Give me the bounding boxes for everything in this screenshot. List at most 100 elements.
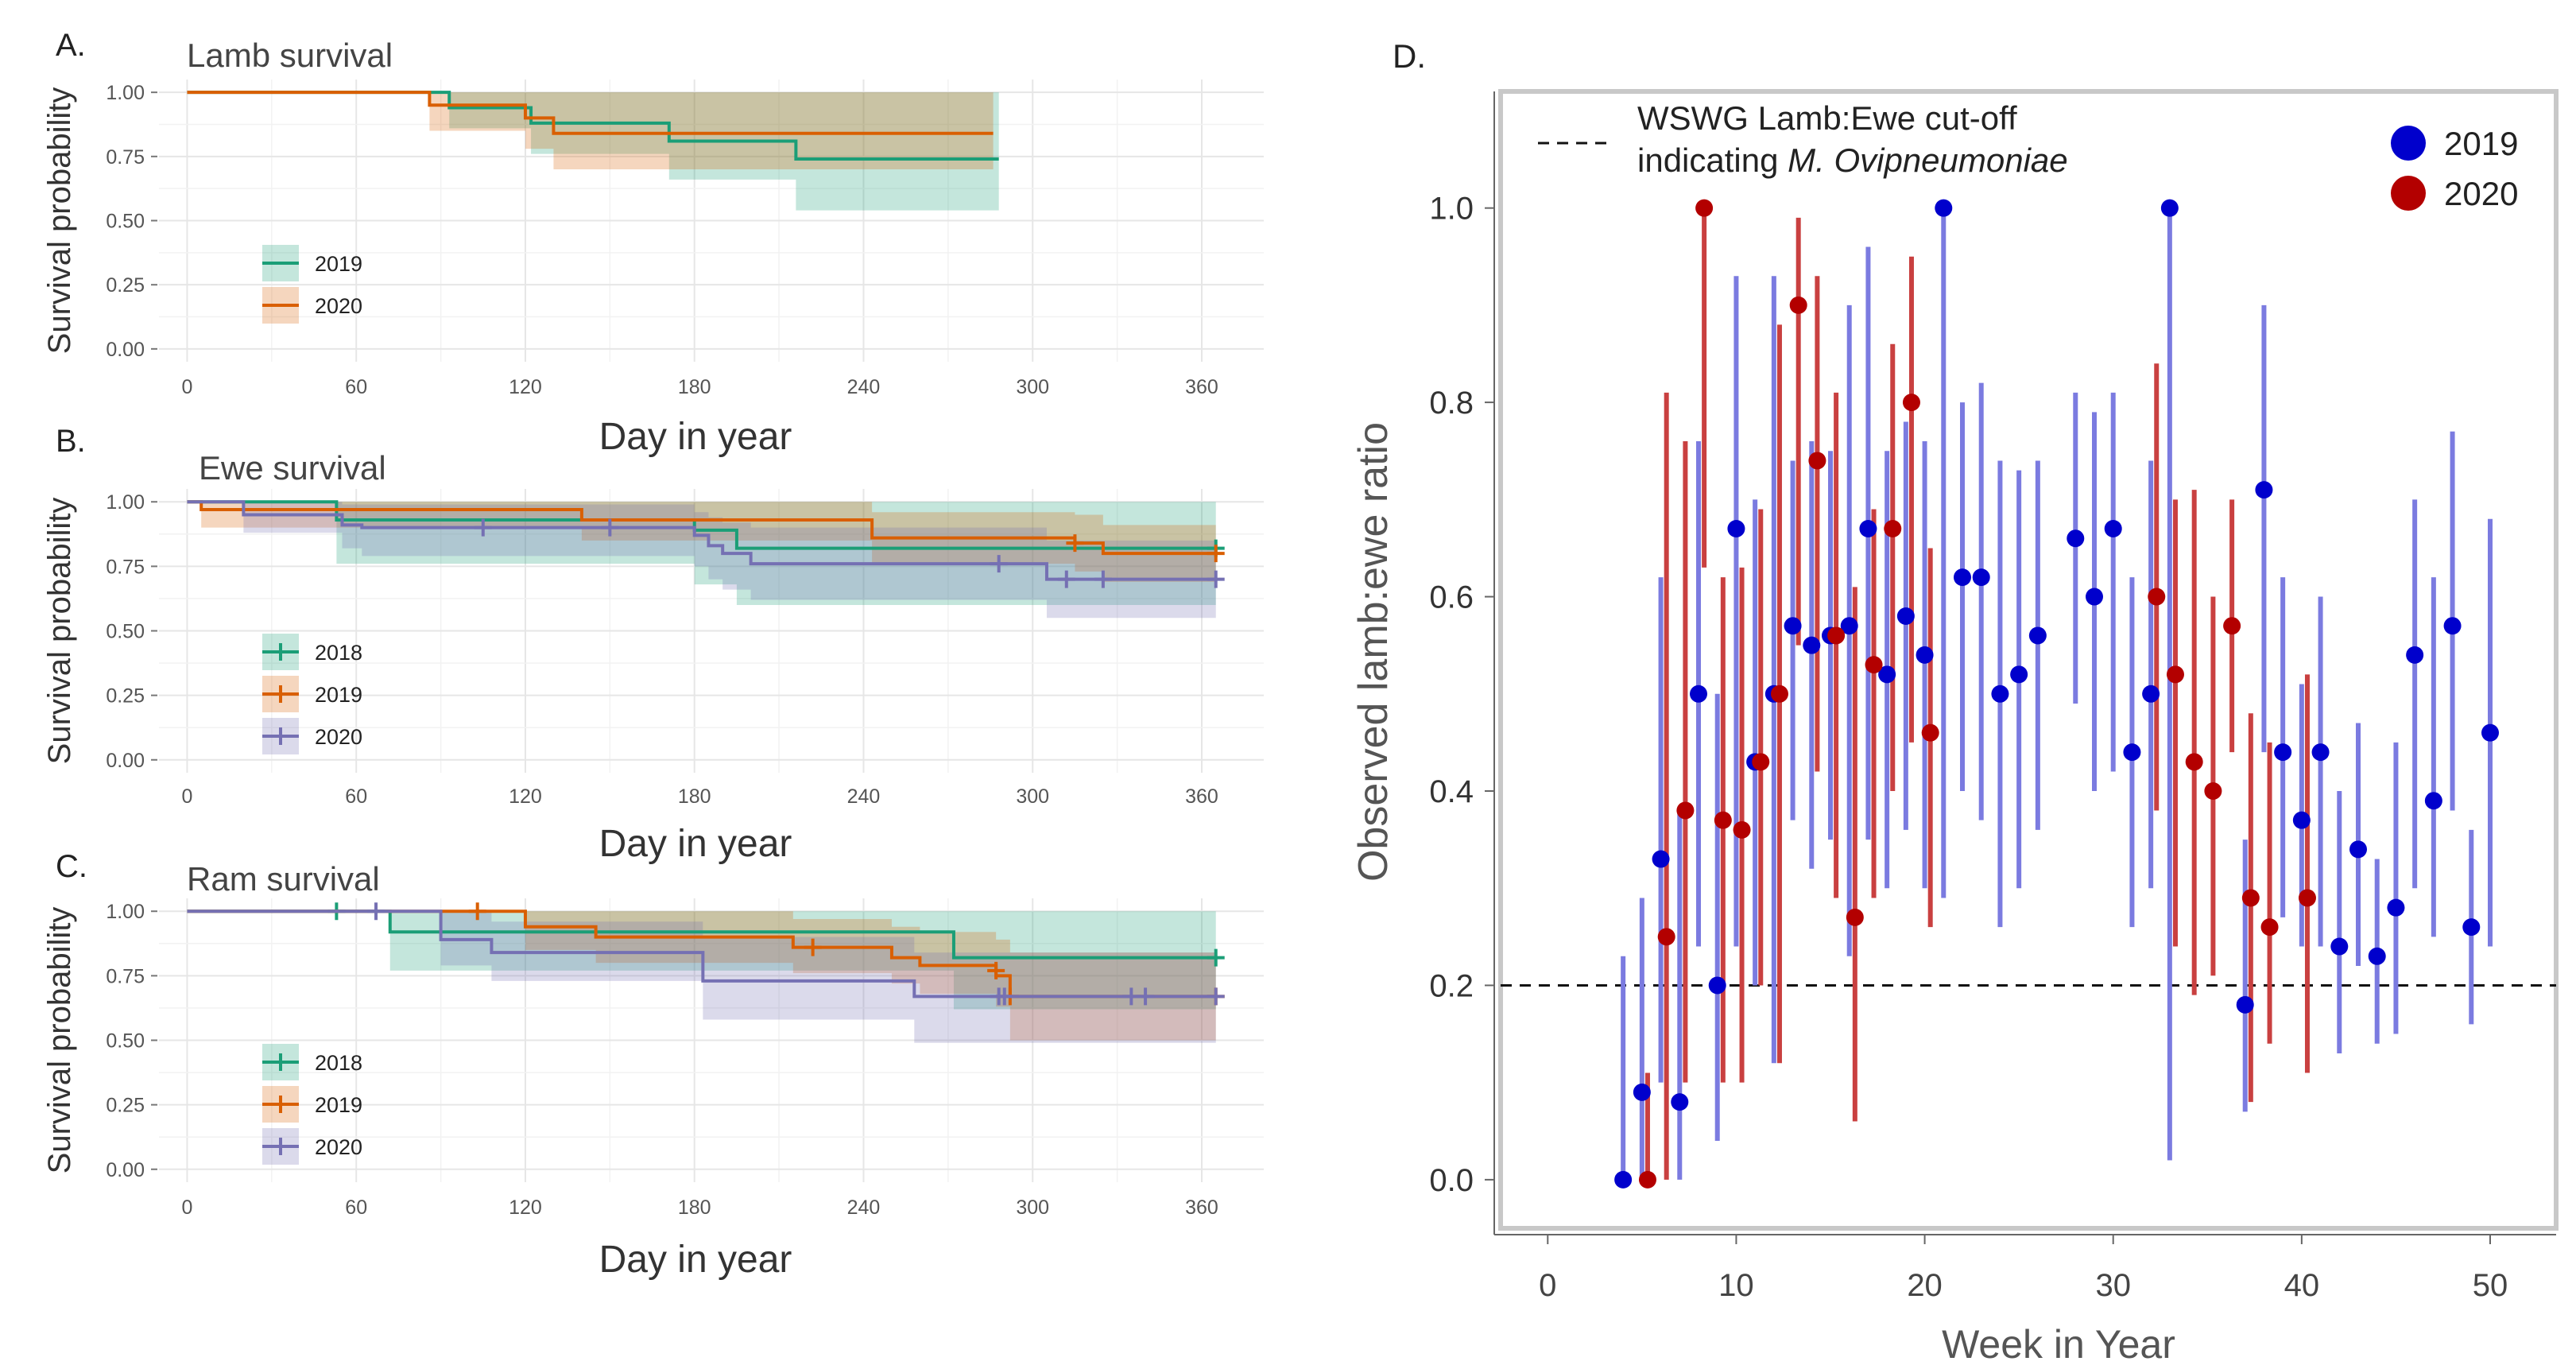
data-point-2019 bbox=[2292, 811, 2311, 829]
data-point-2019 bbox=[2028, 626, 2047, 645]
y-tick-label: 0.4 bbox=[1429, 774, 1474, 809]
data-point-2020 bbox=[1865, 656, 1883, 674]
x-tick-label: 300 bbox=[1016, 785, 1049, 808]
y-tick-label: 1.00 bbox=[106, 82, 145, 104]
legend-label-2019: 2019 bbox=[315, 252, 362, 276]
panel-a-label: A. bbox=[56, 28, 86, 63]
confidence-band-2020 bbox=[187, 92, 994, 169]
data-point-2019 bbox=[1878, 665, 1896, 684]
x-tick-label: 60 bbox=[345, 785, 367, 808]
y-axis-title: Survival probability bbox=[42, 498, 77, 765]
data-point-2019 bbox=[2104, 520, 2122, 537]
data-point-2019 bbox=[1840, 617, 1858, 635]
survival-curve-2020 bbox=[187, 91, 994, 135]
y-tick-label: 1.00 bbox=[106, 901, 145, 923]
x-tick-label: 0 bbox=[182, 376, 193, 398]
data-point-2019 bbox=[1652, 850, 1670, 868]
data-point-2019 bbox=[2311, 743, 2330, 762]
y-tick-label: 0.0 bbox=[1429, 1163, 1474, 1198]
panel-a: A. Lamb survival 0 60 120 180 240 300 3600.000… bbox=[42, 28, 1264, 458]
legend-label-2019: 2019 bbox=[315, 683, 362, 707]
x-tick-label: 30 bbox=[2095, 1268, 2131, 1303]
confidence-band-2020 bbox=[187, 502, 1216, 619]
x-tick-label: 0 bbox=[1539, 1268, 1556, 1303]
data-point-2020 bbox=[1770, 684, 1788, 703]
y-tick-label: 0.50 bbox=[106, 621, 145, 643]
censor-mark-2019 bbox=[804, 938, 822, 956]
data-point-2020 bbox=[1733, 820, 1751, 839]
y-axis-title: Observed lamb:ewe ratio bbox=[1350, 422, 1396, 882]
x-tick-label: 360 bbox=[1185, 785, 1218, 808]
data-point-2019 bbox=[2424, 792, 2442, 810]
y-tick-label: 0.25 bbox=[106, 685, 145, 708]
legend-cutoff-line2: indicating M. Ovipneumoniae bbox=[1637, 142, 2068, 179]
censor-mark-2020 bbox=[601, 518, 619, 537]
censor-mark-2020 bbox=[474, 518, 492, 537]
ram-survival-plot: 0 60 120 180 240 300 360 0.00 0.25 0.50 0.75 1.00 Da… bbox=[42, 898, 1264, 1281]
x-tick-label: 50 bbox=[2473, 1268, 2508, 1303]
panel-d-label: D. bbox=[1393, 37, 1426, 75]
data-point-2019 bbox=[1954, 568, 1971, 587]
x-tick-label: 360 bbox=[1185, 1196, 1218, 1219]
survival-curve-2020 bbox=[187, 909, 1216, 999]
legend-cutoff-indicating: indicating bbox=[1637, 142, 1788, 179]
legend-label-2018: 2018 bbox=[315, 1051, 362, 1075]
survival-curve-2019 bbox=[187, 500, 1216, 556]
x-tick-label: 360 bbox=[1185, 376, 1218, 398]
y-tick-label: 0.25 bbox=[106, 274, 145, 297]
data-point-2019 bbox=[2387, 898, 2405, 917]
x-tick-label: 60 bbox=[345, 376, 367, 398]
y-tick-label: 0.2 bbox=[1429, 968, 1474, 1003]
lamb-ewe-ratio-plot: 0 10 20 30 40 50 0.0 0.2 0.4 0.6 0.8 1.0 Week in Yea… bbox=[1350, 89, 2559, 1367]
x-axis-title: Week in Year bbox=[1942, 1322, 2175, 1367]
data-point-2019 bbox=[2274, 743, 2292, 762]
y-tick-label: 0.8 bbox=[1429, 386, 1474, 421]
censor-mark-2020 bbox=[1207, 570, 1225, 588]
censor-mark-2018 bbox=[1207, 948, 1225, 967]
legend-label-2020: 2020 bbox=[315, 725, 362, 749]
data-point-2020 bbox=[1846, 908, 1864, 926]
y-axis-title: Survival probability bbox=[42, 87, 77, 355]
survival-curve-2018 bbox=[187, 500, 1216, 550]
data-point-2020 bbox=[1808, 452, 1826, 470]
y-tick-label: 0.75 bbox=[106, 556, 145, 578]
x-tick-label: 120 bbox=[509, 1196, 542, 1219]
data-point-2020 bbox=[1921, 723, 1939, 742]
legend-cutoff-species: M. Ovipneumoniae bbox=[1788, 142, 2068, 179]
x-tick-label: 180 bbox=[678, 1196, 711, 1219]
data-point-2019 bbox=[1784, 617, 1802, 635]
data-point-2019 bbox=[2481, 723, 2499, 742]
data-point-2020 bbox=[2223, 617, 2241, 635]
panel-c: C. Ram survival 0 60 120 180 240 300 360 0.00 0.… bbox=[42, 849, 1264, 1281]
y-tick-label: 0.00 bbox=[106, 339, 145, 361]
x-tick-label: 240 bbox=[847, 1196, 881, 1219]
x-tick-label: 180 bbox=[678, 376, 711, 398]
data-point-2020 bbox=[2241, 889, 2260, 907]
x-tick-label: 240 bbox=[847, 376, 881, 398]
data-point-2020 bbox=[2166, 665, 2184, 684]
censor-mark-2020 bbox=[367, 902, 385, 921]
censor-mark-2020 bbox=[1057, 570, 1075, 588]
panel-c-title: Ram survival bbox=[187, 860, 380, 898]
y-axis-title: Survival probability bbox=[42, 907, 77, 1174]
x-tick-label: 0 bbox=[182, 785, 193, 808]
y-tick-label: 1.00 bbox=[106, 491, 145, 514]
x-tick-label: 120 bbox=[509, 376, 542, 398]
data-point-2020 bbox=[1789, 296, 1807, 314]
x-tick-label: 60 bbox=[345, 1196, 367, 1219]
y-tick-label: 0.6 bbox=[1429, 580, 1474, 615]
x-tick-label: 180 bbox=[678, 785, 711, 808]
data-point-2019 bbox=[1972, 568, 1990, 587]
data-point-2020 bbox=[1752, 753, 1770, 771]
x-axis-title: Day in year bbox=[599, 1239, 792, 1281]
legend-label-2020: 2020 bbox=[315, 294, 362, 318]
data-point-2019 bbox=[1896, 607, 1915, 625]
data-point-2019 bbox=[2406, 646, 2424, 664]
x-tick-label: 20 bbox=[1907, 1268, 1943, 1303]
x-tick-label: 10 bbox=[1718, 1268, 1754, 1303]
data-point-2020 bbox=[1676, 801, 1695, 820]
data-point-2019 bbox=[2086, 588, 2103, 606]
censor-mark-2019 bbox=[1207, 545, 1225, 563]
panel-b-title: Ewe survival bbox=[199, 449, 386, 487]
